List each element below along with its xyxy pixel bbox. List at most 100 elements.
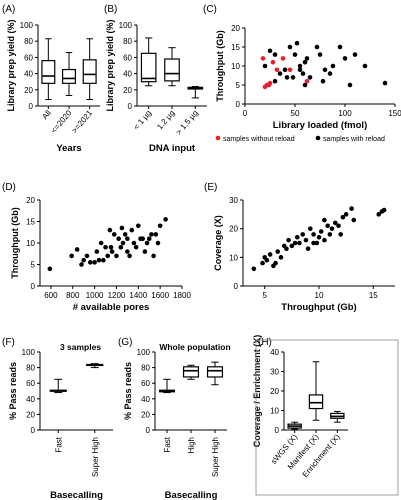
y-tick-label: 0 xyxy=(236,100,241,109)
x-tick-label: Super High xyxy=(211,437,220,477)
chart-d: 0 5 10 15 20 600 800 1000 1200 1400 1600 1800 Throug… xyxy=(10,196,191,313)
data-point xyxy=(163,217,168,222)
data-point xyxy=(280,56,286,61)
legend-item: samples without reload xyxy=(223,136,295,143)
box-body xyxy=(182,366,200,378)
x-tick-label: <=2020 xyxy=(49,108,74,135)
y-axis-label: Coverage / Enrichment (X) xyxy=(252,335,262,448)
data-point xyxy=(81,257,86,263)
data-point xyxy=(267,252,273,257)
data-point xyxy=(338,232,344,237)
x-tick-label: 800 xyxy=(66,291,80,300)
data-point xyxy=(122,232,128,237)
y-tick-label: 0 xyxy=(31,426,36,435)
x-tick-label: > 1.5 µg xyxy=(174,109,200,137)
data-point xyxy=(272,52,278,57)
y-tick-label: 0 xyxy=(146,426,151,435)
y-tick-label: 10 xyxy=(270,407,279,416)
y-tick-label: 10 xyxy=(231,62,240,71)
x-tick-label: 15 xyxy=(369,291,378,300)
y-tick-label: 80 xyxy=(141,364,150,373)
x-axis-label: # available pores xyxy=(73,302,150,313)
data-point xyxy=(314,240,320,246)
data-point xyxy=(304,56,310,61)
chart-c: 0 5 10 15 20 0 50 100 150 Throughput (Gb) Library … xyxy=(215,24,401,143)
y-tick-label: 30 xyxy=(229,196,238,205)
panel-h-frame xyxy=(255,339,399,496)
data-point xyxy=(307,75,313,80)
x-tick-label: < 1 µg xyxy=(132,109,153,132)
data-point xyxy=(305,246,311,252)
data-point xyxy=(153,232,159,237)
x-tick-label: All xyxy=(40,108,53,121)
data-point xyxy=(303,237,309,243)
data-point xyxy=(302,59,308,65)
x-tick-label: High xyxy=(187,437,196,453)
data-point xyxy=(108,245,114,250)
y-tick-label: 15 xyxy=(26,218,35,227)
x-tick-label: 1200 xyxy=(108,291,126,300)
data-point xyxy=(273,260,278,266)
data-point xyxy=(300,232,306,237)
y-tick-label: 80 xyxy=(26,364,35,373)
data-point xyxy=(260,56,266,61)
data-point xyxy=(266,82,272,88)
panel-label-c: (C) xyxy=(203,4,217,15)
data-point xyxy=(79,262,84,267)
data-point xyxy=(311,240,316,246)
data-point xyxy=(277,71,283,76)
data-point xyxy=(340,214,346,220)
x-axis-label: Basecalling xyxy=(165,490,218,500)
box-2 xyxy=(206,361,224,386)
data-point xyxy=(92,260,97,265)
data-point xyxy=(308,226,313,231)
y-tick-label: 0 xyxy=(31,282,36,291)
data-point xyxy=(267,48,273,54)
y-tick-label: 60 xyxy=(123,53,132,62)
y-tick-label: 80 xyxy=(123,37,132,46)
data-point xyxy=(146,236,152,241)
y-tick-label: 100 xyxy=(137,348,151,357)
data-point xyxy=(287,67,293,73)
x-tick-label: >=2021 xyxy=(70,108,95,135)
data-point xyxy=(251,266,257,272)
data-point xyxy=(297,240,302,246)
panel-label-h: (H) xyxy=(258,337,272,348)
data-point xyxy=(84,253,90,259)
data-point xyxy=(322,237,327,243)
data-point xyxy=(318,229,324,234)
data-point xyxy=(381,207,387,213)
data-point xyxy=(107,227,113,233)
box-body xyxy=(61,68,77,84)
box-0 xyxy=(49,378,67,394)
data-point xyxy=(69,253,74,259)
data-point xyxy=(111,232,117,237)
series-0 xyxy=(260,56,310,90)
legend-item: samples with reload xyxy=(323,136,385,143)
data-point xyxy=(294,40,300,46)
data-point xyxy=(297,63,303,69)
data-point xyxy=(262,63,268,69)
data-point xyxy=(284,75,290,80)
x-tick-label: 10 xyxy=(315,291,324,300)
data-point xyxy=(342,56,348,61)
data-point xyxy=(349,206,354,211)
y-tick-label: 40 xyxy=(141,395,150,404)
x-tick-label: 600 xyxy=(44,291,58,300)
y-tick-label: 20 xyxy=(123,86,132,95)
x-tick-label: 1400 xyxy=(129,291,147,300)
data-point xyxy=(311,232,316,237)
data-point xyxy=(325,223,330,229)
box-1 xyxy=(182,364,200,380)
data-point xyxy=(151,253,156,259)
y-tick-label: 100 xyxy=(119,21,133,30)
data-point xyxy=(120,240,126,246)
y-tick-label: 15 xyxy=(231,43,240,52)
data-point xyxy=(264,257,270,263)
x-tick-label: 1600 xyxy=(151,291,169,300)
y-tick-label: 0 xyxy=(234,282,239,291)
data-point xyxy=(262,84,268,90)
data-point xyxy=(136,223,141,229)
data-point xyxy=(109,249,115,254)
